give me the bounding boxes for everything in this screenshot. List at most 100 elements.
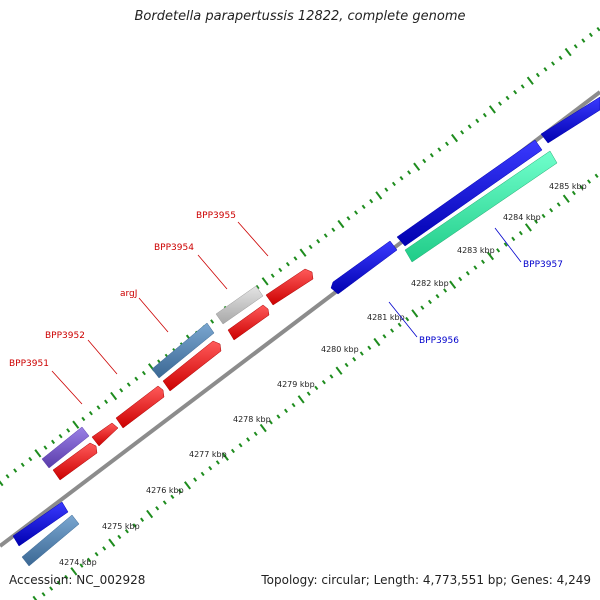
ruler-tick — [369, 198, 374, 204]
ruler-tick — [444, 141, 449, 146]
ruler-tick — [429, 153, 434, 158]
gene-label-bpp3956[interactable]: BPP3956 — [419, 336, 459, 346]
ruler-tick — [352, 357, 357, 362]
ruler-tick — [482, 112, 487, 118]
ruler-tick — [487, 251, 495, 261]
ruler-tick — [238, 443, 243, 448]
gene-label-bpp3954[interactable]: BPP3954 — [154, 243, 194, 253]
ruler-tick — [70, 567, 78, 576]
reverse-strand-genes — [330, 96, 600, 295]
ruler-tick — [407, 170, 412, 175]
ruler-tick — [0, 480, 4, 487]
gene-label-bpp3951[interactable]: BPP3951 — [9, 359, 49, 369]
ruler-tick — [503, 242, 508, 247]
ruler-tick — [367, 345, 372, 350]
ruler-tick — [255, 284, 260, 290]
ruler-tick — [140, 517, 145, 522]
gene-left-edge-2[interactable] — [21, 514, 80, 567]
ruler-tick — [283, 408, 289, 414]
gene-label-argj[interactable]: argJ — [120, 289, 137, 299]
ruler-tick — [126, 382, 131, 387]
gene-red-3[interactable] — [115, 385, 165, 429]
ruler-tick — [331, 227, 336, 232]
ruler-tick — [230, 448, 235, 454]
ruler-tick — [437, 147, 442, 152]
ruler-tick — [443, 288, 448, 293]
gene-label-bpp3955[interactable]: BPP3955 — [196, 211, 236, 221]
ruler-tick — [399, 175, 404, 181]
ruler-tick — [13, 468, 18, 473]
ruler-tick — [422, 158, 427, 164]
scale-label: 4276 kbp — [146, 486, 184, 495]
topology-summary: Topology: circular; Length: 4,773,551 bp… — [261, 573, 591, 587]
ruler-tick — [285, 261, 290, 267]
ruler-tick — [526, 76, 534, 85]
ruler-tick — [543, 67, 548, 72]
gene-red-1[interactable] — [52, 442, 98, 481]
ruler-tick — [117, 534, 122, 540]
gene-bpp3951[interactable] — [41, 426, 90, 469]
accession-label: Accession: NC_002928 — [9, 573, 146, 587]
gene-bpp3957-blue[interactable] — [396, 139, 543, 247]
ruler-tick — [579, 185, 584, 190]
gene-label-bpp3957[interactable]: BPP3957 — [523, 260, 563, 270]
gene-labels: BPP3951 BPP3952 argJ BPP3954 BPP3955 BPP… — [9, 211, 563, 369]
ruler-tick — [110, 391, 118, 401]
scale-label: 4275 kbp — [102, 522, 140, 531]
ruler-tick — [43, 445, 48, 450]
gene-label-bpp3952[interactable]: BPP3952 — [45, 331, 85, 341]
ruler-tick — [72, 420, 80, 429]
ruler-tick — [382, 334, 387, 339]
ruler-tick — [210, 319, 215, 324]
ruler-tick — [306, 391, 311, 396]
ruler-tick — [533, 219, 538, 224]
ruler-tick — [496, 248, 501, 253]
ruler-tick — [427, 299, 432, 305]
ruler-tick — [41, 592, 46, 597]
inner-tick-ruler — [32, 173, 599, 600]
ruler-tick — [79, 563, 84, 568]
ruler-tick — [276, 414, 281, 419]
gene-left-edge[interactable] — [12, 501, 69, 547]
ruler-tick — [511, 236, 516, 242]
ruler-tick — [297, 395, 305, 404]
gene-red-5[interactable] — [227, 304, 270, 341]
ruler-tick — [337, 219, 345, 229]
gene-red-6[interactable] — [265, 268, 314, 306]
gene-bpp3956[interactable] — [330, 240, 398, 295]
ruler-tick — [221, 452, 229, 461]
gene-red-4[interactable] — [162, 340, 222, 392]
map-title: Bordetella parapertussis 12822, complete… — [134, 9, 466, 24]
gene-argj[interactable] — [215, 285, 264, 325]
ruler-tick — [215, 460, 220, 465]
gene-red-2[interactable] — [91, 422, 119, 447]
scale-label: 4281 kbp — [367, 313, 405, 322]
ruler-tick — [253, 431, 258, 436]
ruler-tick — [335, 366, 343, 375]
gene-bpp3957[interactable] — [404, 150, 558, 263]
ruler-tick — [321, 379, 326, 385]
ruler-tick — [473, 265, 478, 270]
ruler-tick — [588, 32, 593, 38]
ruler-tick — [81, 416, 86, 422]
gene-right-edge[interactable] — [540, 96, 600, 144]
ruler-tick — [460, 130, 465, 135]
ruler-tick — [391, 181, 396, 187]
ruler-tick — [162, 500, 167, 505]
scale-label: 4280 kbp — [321, 345, 359, 354]
ruler-tick — [384, 187, 389, 192]
ruler-tick — [268, 420, 273, 425]
ruler-tick — [291, 402, 296, 408]
ruler-tick — [124, 529, 129, 534]
gene-bpp3952[interactable] — [151, 322, 215, 379]
ruler-tick — [88, 411, 93, 416]
ruler-tick — [458, 276, 463, 282]
ruler-tick — [373, 337, 381, 347]
ruler-tick — [344, 362, 349, 368]
label-leaders — [51, 221, 522, 405]
ruler-tick — [467, 124, 472, 129]
ruler-tick — [451, 133, 459, 143]
ruler-tick — [359, 351, 364, 356]
ruler-tick — [200, 471, 205, 477]
